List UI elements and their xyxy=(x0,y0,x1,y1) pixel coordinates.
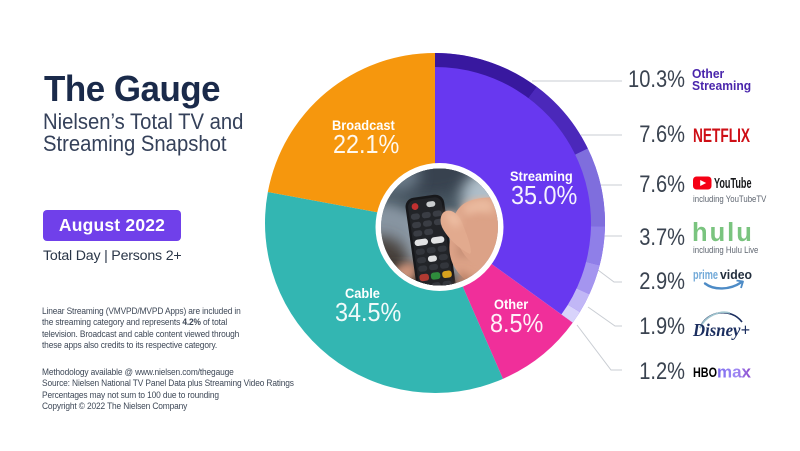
svg-text:max: max xyxy=(717,364,752,382)
svg-text:prime: prime xyxy=(693,268,718,282)
svg-text:HBO: HBO xyxy=(693,365,717,380)
svg-text:video: video xyxy=(720,268,752,282)
svg-text:Disney+: Disney+ xyxy=(692,320,750,340)
svg-text:YouTube: YouTube xyxy=(714,176,752,191)
svg-text:NETFLIX: NETFLIX xyxy=(693,125,750,144)
